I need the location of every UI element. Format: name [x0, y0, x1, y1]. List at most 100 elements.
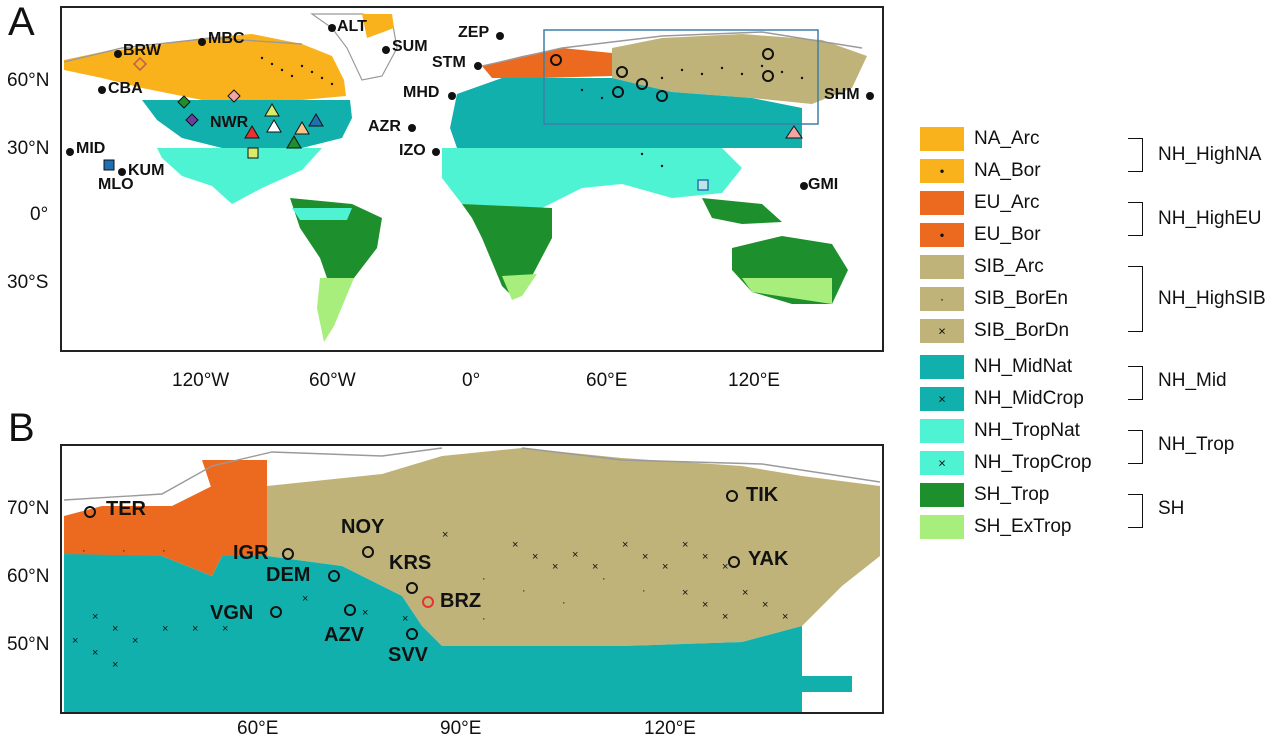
station-label: MBC — [208, 30, 245, 47]
legend-item: NA_Arc — [920, 126, 1039, 152]
panel-a-letter: A — [8, 0, 35, 44]
station-label: GMI — [808, 176, 839, 193]
sib-region — [612, 34, 867, 104]
svg-text:×: × — [222, 623, 228, 635]
legend-swatch — [920, 191, 964, 215]
panel-b-letter: B — [8, 406, 35, 450]
legend-swatch: • — [920, 159, 964, 183]
zoom-box — [543, 29, 819, 125]
legend-label: SH_Trop — [974, 484, 1050, 505]
coastline — [63, 31, 863, 67]
svg-text:×: × — [402, 613, 408, 625]
station-label: TER — [106, 498, 146, 520]
australia-south — [742, 278, 832, 304]
svg-text:×: × — [552, 561, 558, 573]
station-label: NOY — [341, 516, 385, 538]
legend-label: NH_TropCrop — [974, 452, 1092, 473]
svg-text:×: × — [532, 551, 538, 563]
svg-text:·: · — [162, 545, 166, 557]
svg-text:×: × — [112, 659, 118, 671]
station-label: SHM — [824, 86, 860, 103]
station-label: ALT — [337, 18, 367, 35]
eu-mid — [450, 78, 802, 148]
svg-text:·: · — [602, 573, 606, 585]
legend-marker: × — [938, 391, 946, 407]
legend-swatch: × — [920, 319, 964, 343]
station-label: MLO — [98, 176, 134, 193]
legend-label: NA_Arc — [974, 128, 1040, 149]
panel-b-lat-tick: 50°N — [7, 634, 50, 655]
boreal-dots — [260, 56, 804, 168]
station-label: AZV — [324, 624, 364, 646]
legend-swatch — [920, 483, 964, 507]
panel-a-lon-tick: 60°E — [586, 370, 628, 391]
africa-extrop — [502, 274, 537, 300]
legend-group-label: NH_Trop — [1158, 434, 1235, 455]
legend-swatch: × — [920, 387, 964, 411]
legend-bracket — [1128, 202, 1143, 236]
station-label: YAK — [748, 548, 789, 570]
legend-swatch: • — [920, 223, 964, 247]
svg-text:×: × — [162, 623, 168, 635]
sa-north — [292, 208, 352, 220]
station-label: TIK — [746, 484, 779, 506]
station-label: BRW — [123, 42, 161, 59]
station-label: VGN — [210, 602, 254, 624]
svg-text:×: × — [722, 611, 728, 623]
svg-text:×: × — [702, 551, 708, 563]
svg-text:×: × — [572, 549, 578, 561]
legend-marker: × — [938, 323, 946, 339]
station-label: DEM — [266, 564, 311, 586]
legend-bracket — [1128, 430, 1143, 464]
svg-text:·: · — [482, 613, 486, 625]
station-label: NWR — [210, 114, 249, 131]
na-region — [64, 34, 346, 100]
na-mid — [142, 100, 352, 148]
legend-group-label: SH — [1158, 498, 1185, 519]
panel-b-lon-tick: 60°E — [237, 718, 279, 739]
legend-marker: · — [939, 291, 945, 307]
na-trop — [157, 148, 322, 204]
africa-trop — [462, 204, 552, 296]
panel-b-map-svg: ××× ××× ××× ××× ××× ××× ××× × × × ××× ×× × … — [63, 447, 881, 712]
panel-a-lat-tick: 0° — [30, 204, 49, 225]
svg-text:×: × — [362, 607, 368, 619]
station-label: KRS — [389, 552, 432, 574]
legend-item: NH_MidNat — [920, 354, 1072, 380]
svg-text:·: · — [642, 585, 646, 597]
panel-b-lat-tick: 70°N — [7, 498, 50, 519]
svg-text:·: · — [562, 597, 566, 609]
legend-swatch — [920, 355, 964, 379]
svg-text:×: × — [192, 623, 198, 635]
legend-swatch: · — [920, 287, 964, 311]
panel-a-station-markers — [66, 24, 874, 191]
nh-mid-b — [64, 554, 802, 712]
legend-marker: • — [939, 163, 945, 179]
legend-label: NH_TropNat — [974, 420, 1080, 441]
legend-item: SH_Trop — [920, 482, 1049, 508]
svg-text:×: × — [662, 561, 668, 573]
panel-a-lon-tick: 60°W — [309, 370, 356, 391]
svg-text:×: × — [72, 635, 78, 647]
svg-text:×: × — [622, 539, 628, 551]
legend-item: × NH_MidCrop — [920, 386, 1084, 412]
panel-a-lat-tick: 30°S — [7, 272, 49, 293]
legend-label: NH_MidCrop — [974, 388, 1084, 409]
svg-text:×: × — [512, 539, 518, 551]
svg-text:×: × — [92, 611, 98, 623]
svg-text:·: · — [82, 545, 86, 557]
legend-item: × NH_TropCrop — [920, 450, 1092, 476]
legend-label: NA_Bor — [974, 160, 1041, 181]
legend-label: SH_ExTrop — [974, 516, 1072, 537]
legend-item: SIB_Arc — [920, 254, 1044, 280]
svg-text:·: · — [522, 585, 526, 597]
svg-text:×: × — [442, 529, 448, 541]
svg-text:×: × — [682, 587, 688, 599]
panel-a-lon-tick: 120°E — [728, 370, 780, 391]
station-label: MID — [76, 140, 106, 157]
panel-a-lon-tick: 120°W — [172, 370, 230, 391]
legend-item: NH_TropNat — [920, 418, 1080, 444]
station-label: KUM — [128, 162, 165, 179]
svg-text:×: × — [132, 635, 138, 647]
legend-item: • EU_Bor — [920, 222, 1041, 248]
